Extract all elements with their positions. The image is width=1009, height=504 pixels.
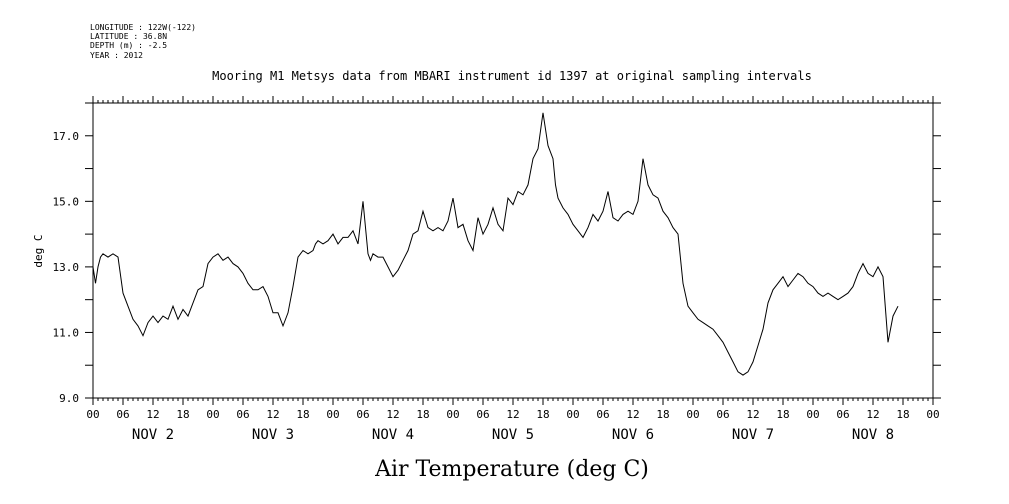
x-hour-label: 00 — [926, 408, 939, 421]
y-tick-labels: 9.0 11.0 13.0 15.0 17.0 — [53, 130, 80, 405]
x-day-labels: NOV 2 NOV 3 NOV 4 NOV 5 NOV 6 NOV 7 NOV 8 — [132, 427, 894, 443]
x-hour-label: 06 — [476, 408, 489, 421]
plot-frame — [92, 102, 934, 399]
y-axis-label: deg C — [32, 234, 45, 267]
metadata-block: LONGITUDE : 122W(-122) LATITUDE : 36.8N … — [90, 23, 196, 60]
chart-title: Mooring M1 Metsys data from MBARI instru… — [212, 69, 812, 83]
x-day-label: NOV 8 — [852, 427, 894, 443]
x-hour-label: 06 — [716, 408, 729, 421]
x-hour-label: 00 — [446, 408, 459, 421]
x-hour-label: 12 — [386, 408, 399, 421]
meta-year: YEAR : 2012 — [90, 51, 143, 60]
x-day-label: NOV 6 — [612, 427, 654, 443]
x-hour-label: 00 — [206, 408, 219, 421]
x-hour-label: 06 — [116, 408, 129, 421]
x-day-label: NOV 7 — [732, 427, 774, 443]
x-hour-label: 00 — [86, 408, 99, 421]
x-hour-label: 00 — [806, 408, 819, 421]
x-hour-label: 18 — [776, 408, 789, 421]
meta-longitude: LONGITUDE : 122W(-122) — [90, 23, 196, 32]
y-tick-label: 15.0 — [53, 195, 80, 208]
x-hour-label: 12 — [506, 408, 519, 421]
x-hour-labels: 00 06 12 18 00 06 12 18 00 06 12 18 00 06 12 18 00 06 12 18… — [86, 408, 939, 421]
series-line — [92, 112, 899, 376]
x-hour-label: 18 — [416, 408, 429, 421]
x-day-label: NOV 5 — [492, 427, 534, 443]
x-hour-label: 00 — [326, 408, 339, 421]
y-tick-label: 17.0 — [53, 130, 80, 143]
x-hour-label: 06 — [596, 408, 609, 421]
meta-latitude: LATITUDE : 36.8N — [90, 32, 167, 41]
x-hour-label: 06 — [836, 408, 849, 421]
x-axis-label: Air Temperature (deg C) — [374, 457, 649, 482]
x-hour-label: 00 — [686, 408, 699, 421]
x-hour-label: 12 — [866, 408, 879, 421]
x-hour-label: 12 — [626, 408, 639, 421]
x-hour-label: 06 — [356, 408, 369, 421]
y-tick-label: 9.0 — [59, 392, 79, 405]
y-tick-label: 11.0 — [53, 326, 80, 339]
x-hour-label: 06 — [236, 408, 249, 421]
y-tick-label: 13.0 — [53, 261, 80, 274]
x-hour-label: 18 — [536, 408, 549, 421]
x-hour-label: 12 — [146, 408, 159, 421]
meta-depth: DEPTH (m) : -2.5 — [90, 41, 167, 50]
x-day-label: NOV 2 — [132, 427, 174, 443]
x-hour-label: 12 — [266, 408, 279, 421]
axis-ticks — [85, 96, 941, 405]
x-hour-label: 00 — [566, 408, 579, 421]
x-hour-label: 18 — [296, 408, 309, 421]
x-hour-label: 18 — [656, 408, 669, 421]
x-hour-label: 12 — [746, 408, 759, 421]
x-hour-label: 18 — [896, 408, 909, 421]
x-day-label: NOV 4 — [372, 427, 414, 443]
x-day-label: NOV 3 — [252, 427, 294, 443]
x-hour-label: 18 — [176, 408, 189, 421]
